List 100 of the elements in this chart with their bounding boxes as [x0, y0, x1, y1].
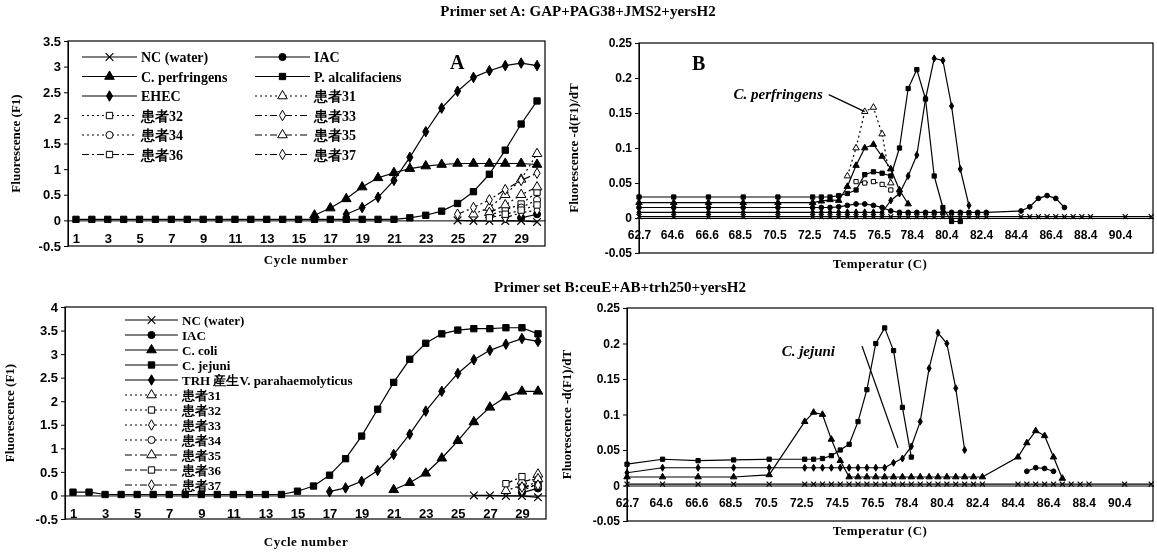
x-tick-label: 23: [419, 230, 434, 246]
x-tick-label: 17: [322, 505, 338, 521]
x-tick-label: 1: [69, 505, 78, 521]
legend-label: TRH 産生V. parahaemolyticus: [182, 373, 353, 388]
y-tick-label: 0.25: [596, 301, 621, 316]
x-tick-label: 5: [136, 230, 144, 246]
legend-label: 患者35: [181, 448, 222, 463]
x-tick-label: 68.5: [718, 495, 743, 510]
x-tick-label: 9: [200, 230, 208, 246]
y-axis-title: Fluorescence (F1): [8, 94, 23, 193]
x-tick-label: 25: [450, 230, 466, 246]
y-axis-title: Fluorescence (F1): [2, 363, 17, 463]
x-tick-label: 82.4: [969, 228, 994, 242]
x-tick-label: 74.5: [825, 495, 850, 510]
x-tick-label: 25: [451, 505, 466, 521]
y-tick-label: 0.15: [608, 106, 633, 121]
legend-label: 患者36: [140, 147, 183, 163]
annotation: C. perfringens: [733, 85, 823, 102]
x-tick-label: 11: [228, 230, 243, 246]
annotation: B: [692, 52, 706, 74]
legend-label: 患者37: [313, 147, 356, 163]
legend-label: 患者34: [181, 433, 222, 448]
x-axis-title: Cycle number: [263, 252, 349, 267]
legend-label: 患者32: [181, 403, 221, 418]
y-tick-label: 0.5: [39, 464, 58, 480]
x-axis-title: Cycle number: [263, 534, 349, 549]
y-tick-label: 3: [50, 346, 58, 362]
x-tick-label: 11: [226, 505, 241, 521]
x-tick-label: 15: [290, 505, 306, 521]
y-tick-label: 0: [625, 211, 633, 226]
x-tick-label: 66.6: [695, 228, 720, 242]
x-tick-label: 88.4: [1074, 228, 1098, 242]
y-tick-label: 2.5: [42, 84, 61, 100]
y-tick-label: 0: [53, 213, 61, 229]
x-tick-label: 5: [134, 505, 142, 521]
text: Primer set A: GAP+PAG38+JMS2+yersH2: [440, 3, 716, 19]
x-tick-label: 66.6: [685, 495, 709, 510]
legend-label: 患者36: [181, 463, 222, 478]
x-tick-label: 90.4: [1108, 228, 1133, 242]
y-tick-label: -0.5: [35, 511, 58, 527]
x-axis-title: Temperatur (C): [832, 523, 928, 538]
x-tick-label: 80.4: [930, 495, 955, 510]
x-tick-label: 68.5: [728, 228, 753, 242]
legend-label: 患者33: [181, 418, 222, 433]
x-tick-label: 64.6: [660, 228, 685, 242]
y-tick-label: 0.05: [596, 443, 621, 458]
y-tick-label: 3.5: [39, 323, 58, 339]
x-tick-label: 76.5: [867, 228, 892, 242]
y-axis-title: Fluorescence -d(F1)/dT: [566, 82, 581, 213]
y-tick-label: 0.1: [603, 407, 621, 422]
legend-label: IAC: [182, 328, 206, 343]
x-tick-label: 15: [291, 230, 307, 246]
x-tick-label: 1: [72, 230, 81, 246]
x-tick-label: 90.4: [1108, 495, 1132, 510]
y-tick-label: 0.2: [603, 336, 621, 351]
legend-label: 患者31: [181, 388, 221, 403]
x-tick-label: 13: [260, 230, 275, 246]
x-tick-label: 72.5: [789, 495, 814, 510]
x-tick-label: 9: [198, 505, 206, 521]
x-tick-label: 88.4: [1072, 495, 1097, 510]
x-tick-label: 82.4: [965, 495, 990, 510]
y-tick-label: 0.05: [608, 176, 633, 191]
y-tick-label: 0.5: [42, 187, 61, 203]
legend-label: EHEC: [141, 89, 181, 104]
y-tick-label: 0.1: [615, 141, 633, 156]
y-tick-label: 2: [50, 393, 58, 409]
x-tick-label: 27: [482, 230, 498, 246]
x-tick-label: 84.4: [1001, 495, 1026, 510]
y-axis-title: Fluorescence -d(F1)/dT: [559, 349, 574, 480]
x-tick-label: 76.5: [861, 495, 885, 510]
x-tick-label: 80.4: [935, 228, 959, 242]
legend-label: C. perfringens: [141, 69, 228, 85]
legend-label: 患者33: [313, 108, 356, 124]
annotation: C. jejuni: [781, 343, 836, 359]
x-tick-label: 3: [101, 505, 110, 521]
x-tick-label: 29: [515, 505, 530, 521]
x-tick-label: 84.4: [1004, 228, 1029, 242]
legend-label: 患者37: [181, 478, 222, 493]
x-tick-label: 7: [168, 230, 176, 246]
x-tick-label: 72.5: [798, 228, 822, 242]
x-tick-label: 23: [419, 505, 434, 521]
x-tick-label: 74.5: [832, 228, 857, 242]
legend-label: IAC: [314, 50, 340, 65]
x-tick-label: 70.5: [763, 228, 787, 242]
y-tick-label: 0.25: [608, 36, 633, 51]
y-tick-label: 1: [50, 440, 58, 456]
legend-label: NC (water): [182, 313, 245, 328]
x-tick-label: 3: [104, 230, 112, 246]
y-tick-label: 3: [53, 59, 61, 75]
x-tick-label: 27: [483, 505, 498, 521]
x-tick-label: 70.5: [754, 495, 779, 510]
x-axis-title: Temperatur (C): [832, 256, 928, 271]
annotation: A: [450, 51, 465, 73]
x-tick-label: 21: [387, 230, 402, 246]
y-tick-label: 2.5: [39, 370, 58, 386]
y-tick-label: 4: [50, 299, 59, 315]
y-tick-label: 1: [53, 161, 61, 177]
x-tick-label: 13: [258, 505, 274, 521]
legend-label: 患者34: [140, 128, 183, 143]
x-tick-label: 78.4: [900, 228, 925, 242]
